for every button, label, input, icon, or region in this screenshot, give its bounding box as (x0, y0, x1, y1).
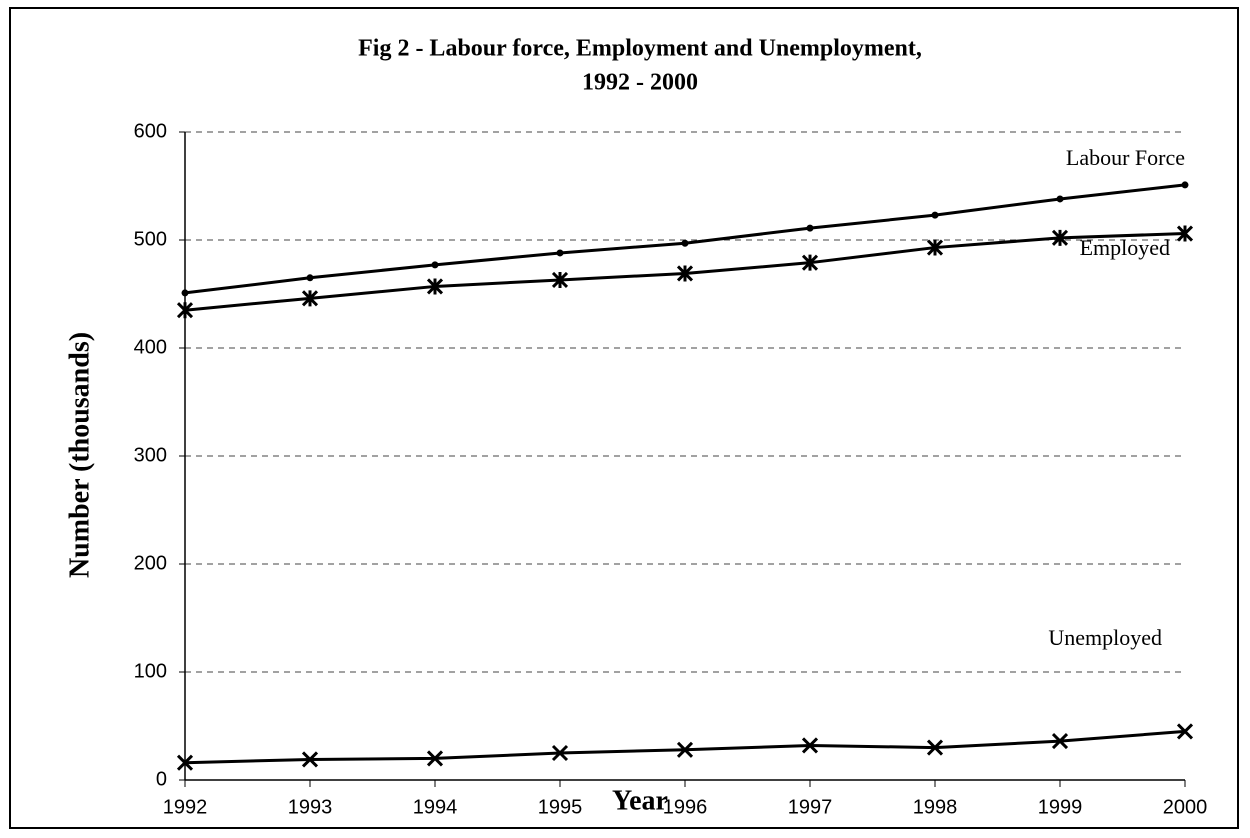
marker (931, 211, 939, 219)
series-label: Employed (1080, 235, 1170, 260)
marker (1181, 181, 1189, 189)
x-axis-label: Year (612, 785, 668, 816)
line (184, 729, 1186, 765)
x-tick-label: 1995 (538, 796, 583, 818)
marker (1051, 733, 1069, 750)
marker (676, 741, 694, 758)
marker (431, 261, 439, 269)
x-tick-label: 1998 (913, 796, 958, 818)
x-tick-label: 1999 (1038, 796, 1083, 818)
y-tick-label: 500 (134, 228, 167, 250)
marker (801, 254, 819, 271)
marker (301, 290, 319, 307)
y-tick-label: 400 (134, 336, 167, 358)
x-tick-label: 1994 (413, 796, 458, 818)
marker (426, 278, 444, 295)
marker (176, 754, 194, 771)
marker (176, 302, 194, 319)
marker (556, 249, 564, 257)
x-tick-label: 2000 (1163, 796, 1208, 818)
marker (306, 274, 314, 282)
y-axis-label: Number (thousands) (64, 332, 95, 578)
chart-frame (9, 7, 1239, 829)
marker (676, 265, 694, 282)
x-tick-label: 1993 (288, 796, 333, 818)
marker (1056, 195, 1064, 203)
y-tick-label: 0 (156, 768, 167, 790)
marker (926, 739, 944, 756)
series-label: Labour Force (1066, 145, 1185, 170)
marker (1176, 723, 1194, 740)
x-tick-label: 1992 (163, 796, 208, 818)
series-label: Unemployed (1048, 625, 1162, 650)
marker (426, 750, 444, 767)
marker (801, 737, 819, 754)
chart-title: 1992 - 2000 (582, 70, 698, 96)
y-tick-label: 300 (134, 444, 167, 466)
marker (551, 271, 569, 289)
x-tick-label: 1997 (788, 796, 833, 818)
marker (1176, 225, 1194, 242)
marker (681, 239, 689, 247)
chart-title: Fig 2 - Labour force, Employment and Une… (358, 36, 922, 62)
y-tick-label: 200 (134, 552, 167, 574)
marker (926, 239, 944, 256)
marker (301, 751, 319, 768)
marker (806, 224, 814, 232)
marker (181, 289, 189, 297)
marker (551, 744, 569, 762)
y-tick-label: 100 (134, 660, 167, 682)
x-tick-label: 1996 (663, 796, 708, 818)
y-tick-label: 600 (134, 120, 167, 142)
marker (1051, 229, 1069, 246)
